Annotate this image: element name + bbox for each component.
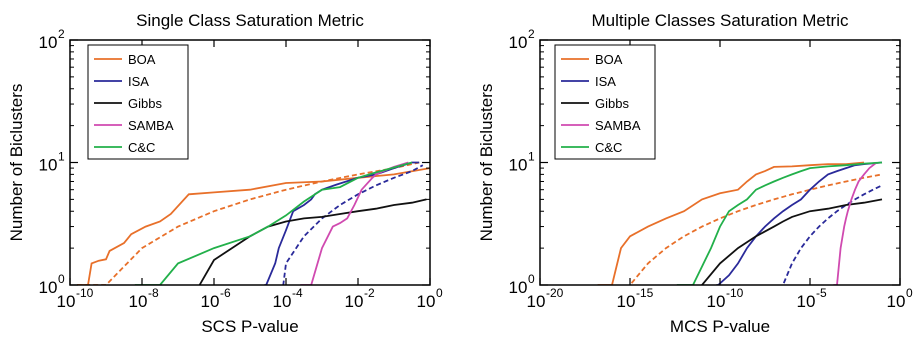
legend-label-samba: SAMBA [595, 118, 641, 133]
chart-title: Multiple Classes Saturation Metric [592, 11, 849, 30]
y-tick-label-exponent: 1 [58, 150, 65, 164]
y-tick-label: 10 [509, 278, 528, 297]
legend-label-gibbs: Gibbs [595, 96, 629, 111]
series-line-boa [597, 161, 865, 285]
series-line-isa-dashed [282, 164, 424, 285]
series-line-samba [833, 161, 878, 285]
x-tick-label: 10 [417, 292, 436, 311]
x-tick-label: 10 [527, 292, 546, 311]
y-tick-label-exponent: 0 [528, 272, 535, 286]
series-group [77, 161, 430, 285]
y-tick-label: 10 [39, 33, 58, 52]
y-tick-label: 10 [509, 156, 528, 175]
legend-box [87, 44, 189, 160]
legend-box [554, 44, 656, 160]
x-tick-label: 10 [345, 292, 364, 311]
x-tick-label-exponent: -2 [364, 286, 375, 300]
series-line-gibbs [163, 198, 427, 285]
x-tick-label-exponent: 0 [906, 286, 913, 300]
legend: BOA ISA Gibbs SAMBA C&C [554, 44, 656, 160]
legend-label-boa: BOA [128, 52, 156, 67]
y-tick-label-exponent: 0 [58, 272, 65, 286]
series-group [597, 161, 883, 285]
legend-label-cc: C&C [595, 140, 622, 155]
x-tick-label: 10 [617, 292, 636, 311]
y-tick-label-exponent: 1 [528, 150, 535, 164]
x-axis-label: SCS P-value [201, 317, 298, 336]
x-tick-label: 10 [797, 292, 816, 311]
x-tick-label-exponent: -10 [76, 286, 94, 300]
legend-label-isa: ISA [595, 74, 616, 89]
legend-label-isa: ISA [128, 74, 149, 89]
y-tick-label: 10 [39, 278, 58, 297]
series-line-gibbs [662, 198, 883, 285]
x-tick-label-exponent: -6 [220, 286, 231, 300]
y-tick-label: 10 [39, 156, 58, 175]
series-line-cc [134, 161, 413, 285]
chart-title: Single Class Saturation Metric [136, 11, 364, 30]
series-line-isa-dashed [782, 184, 883, 285]
x-tick-label-exponent: -10 [726, 286, 744, 300]
x-tick-label-exponent: -5 [816, 286, 827, 300]
x-tick-label-exponent: -8 [148, 286, 159, 300]
legend: BOA ISA Gibbs SAMBA C&C [87, 44, 189, 160]
x-tick-label: 10 [57, 292, 76, 311]
y-axis-label: Number of Biclusters [477, 84, 496, 242]
y-tick-label: 10 [509, 33, 528, 52]
x-tick-label: 10 [201, 292, 220, 311]
series-line-boa-dashed [629, 173, 883, 285]
series-line-isa [264, 161, 420, 285]
x-tick-label: 10 [273, 292, 292, 311]
legend-label-boa: BOA [595, 52, 623, 67]
series-line-boa-dashed [77, 161, 420, 285]
x-tick-label: 10 [707, 292, 726, 311]
x-tick-label: 10 [129, 292, 148, 311]
y-axis-label: Number of Biclusters [7, 84, 26, 242]
series-line-cc [676, 161, 883, 285]
legend-label-gibbs: Gibbs [128, 96, 162, 111]
legend-label-samba: SAMBA [128, 118, 174, 133]
y-tick-label-exponent: 2 [58, 27, 65, 41]
x-tick-label-exponent: -15 [636, 286, 654, 300]
legend-label-cc: C&C [128, 140, 155, 155]
x-tick-label-exponent: -20 [546, 286, 564, 300]
x-axis-label: MCS P-value [670, 317, 770, 336]
series-line-isa [716, 161, 883, 285]
x-tick-label: 10 [887, 292, 906, 311]
x-tick-label-exponent: 0 [436, 286, 443, 300]
x-tick-label-exponent: -4 [292, 286, 303, 300]
y-tick-label-exponent: 2 [528, 27, 535, 41]
